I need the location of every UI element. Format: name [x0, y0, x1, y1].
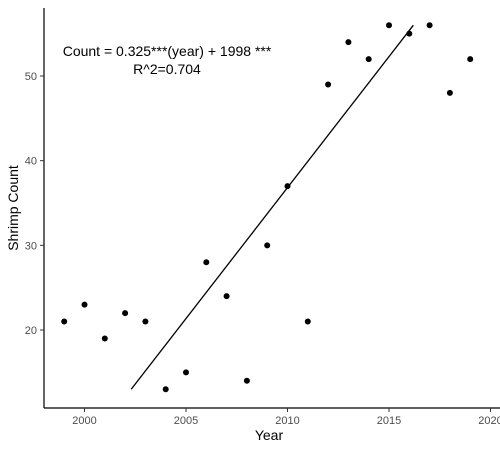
data-point: [406, 30, 413, 37]
data-points: [61, 22, 474, 393]
y-ticks: 20 30 40 50: [25, 71, 44, 337]
y-tick-label: 50: [25, 71, 37, 83]
data-point: [325, 81, 332, 88]
regression-line: [130, 24, 414, 390]
data-point: [203, 259, 210, 266]
x-tick-label: 2000: [72, 415, 96, 427]
y-tick-label: 40: [25, 156, 37, 168]
equation-annotation: Count = 0.325***(year) + 1998 ***: [63, 43, 272, 59]
data-point: [122, 310, 129, 317]
x-axis-title: Year: [255, 427, 284, 443]
data-point: [223, 293, 230, 300]
y-tick-label: 30: [25, 240, 37, 252]
data-point: [345, 39, 352, 46]
data-point: [446, 89, 453, 96]
x-tick-label: 2010: [275, 415, 299, 427]
data-point: [467, 56, 474, 63]
y-axis-title: Shrimp Count: [5, 165, 21, 251]
data-point: [304, 318, 311, 325]
data-point: [365, 56, 372, 63]
axes: [43, 8, 500, 409]
data-point: [243, 377, 250, 384]
data-point: [264, 242, 271, 249]
data-point: [101, 335, 108, 342]
data-point: [284, 183, 291, 190]
x-ticks: 2000 2005 2010 2015 2020: [72, 408, 500, 427]
data-point: [142, 318, 149, 325]
data-point: [81, 301, 88, 308]
data-point: [61, 318, 68, 325]
x-tick-label: 2015: [377, 415, 401, 427]
data-point: [386, 22, 392, 29]
x-tick-label: 2020: [478, 415, 500, 427]
data-point: [183, 369, 189, 376]
data-point: [426, 22, 433, 29]
data-point: [162, 386, 169, 393]
y-tick-label: 20: [25, 325, 37, 337]
x-tick-label: 2005: [174, 415, 198, 427]
r-squared-annotation: R^2=0.704: [133, 61, 201, 77]
